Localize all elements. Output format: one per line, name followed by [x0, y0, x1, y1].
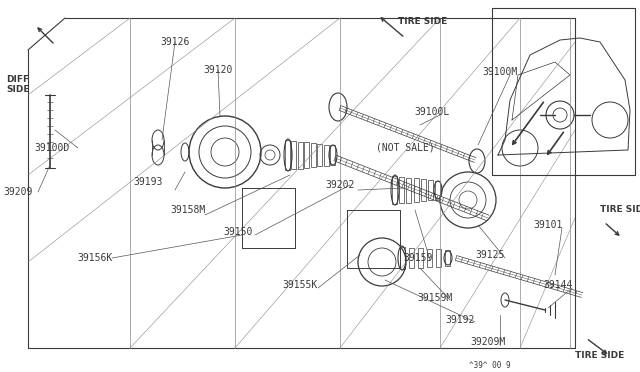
Text: DIFF
SIDE: DIFF SIDE: [6, 75, 29, 94]
Bar: [435, 180, 440, 199]
Text: 39159M: 39159M: [417, 293, 452, 303]
Bar: [413, 178, 419, 202]
Text: TIRE SIDE: TIRE SIDE: [575, 350, 624, 359]
Bar: [304, 142, 309, 168]
Bar: [330, 145, 335, 165]
Bar: [409, 248, 414, 269]
Text: 39193: 39193: [133, 177, 163, 187]
Text: 39100L: 39100L: [414, 107, 450, 117]
Text: 39150: 39150: [223, 227, 253, 237]
Bar: [291, 141, 296, 169]
Bar: [428, 180, 433, 200]
Bar: [399, 177, 404, 203]
Text: TIRE SIDE: TIRE SIDE: [398, 17, 447, 26]
Text: 39156K: 39156K: [77, 253, 113, 263]
Text: 39192: 39192: [445, 315, 475, 325]
Text: 39155K: 39155K: [282, 280, 317, 290]
Text: 39100M: 39100M: [483, 67, 518, 77]
Text: 39125: 39125: [476, 250, 505, 260]
Bar: [324, 144, 328, 166]
Bar: [406, 177, 412, 202]
Bar: [310, 143, 316, 167]
Text: 39144: 39144: [543, 280, 573, 290]
Text: 39202: 39202: [325, 180, 355, 190]
Text: 39120: 39120: [204, 65, 233, 75]
Text: TIRE SIDE: TIRE SIDE: [600, 205, 640, 215]
Bar: [392, 176, 397, 204]
Bar: [317, 144, 322, 166]
Bar: [285, 140, 290, 170]
Text: 39100D: 39100D: [35, 143, 70, 153]
Text: 39209: 39209: [3, 187, 33, 197]
Text: 39101: 39101: [533, 220, 563, 230]
Bar: [400, 247, 405, 269]
Text: 39159: 39159: [403, 253, 433, 263]
Text: (NOT SALE): (NOT SALE): [376, 143, 435, 153]
Bar: [298, 141, 303, 169]
Text: 39126: 39126: [160, 37, 189, 47]
Bar: [436, 249, 441, 267]
Bar: [445, 250, 450, 266]
Bar: [420, 179, 426, 201]
Text: 39209M: 39209M: [470, 337, 506, 347]
Bar: [427, 249, 432, 267]
Text: 39158M: 39158M: [170, 205, 205, 215]
Bar: [418, 248, 423, 268]
Text: ^39^ 00 9: ^39^ 00 9: [469, 362, 511, 371]
